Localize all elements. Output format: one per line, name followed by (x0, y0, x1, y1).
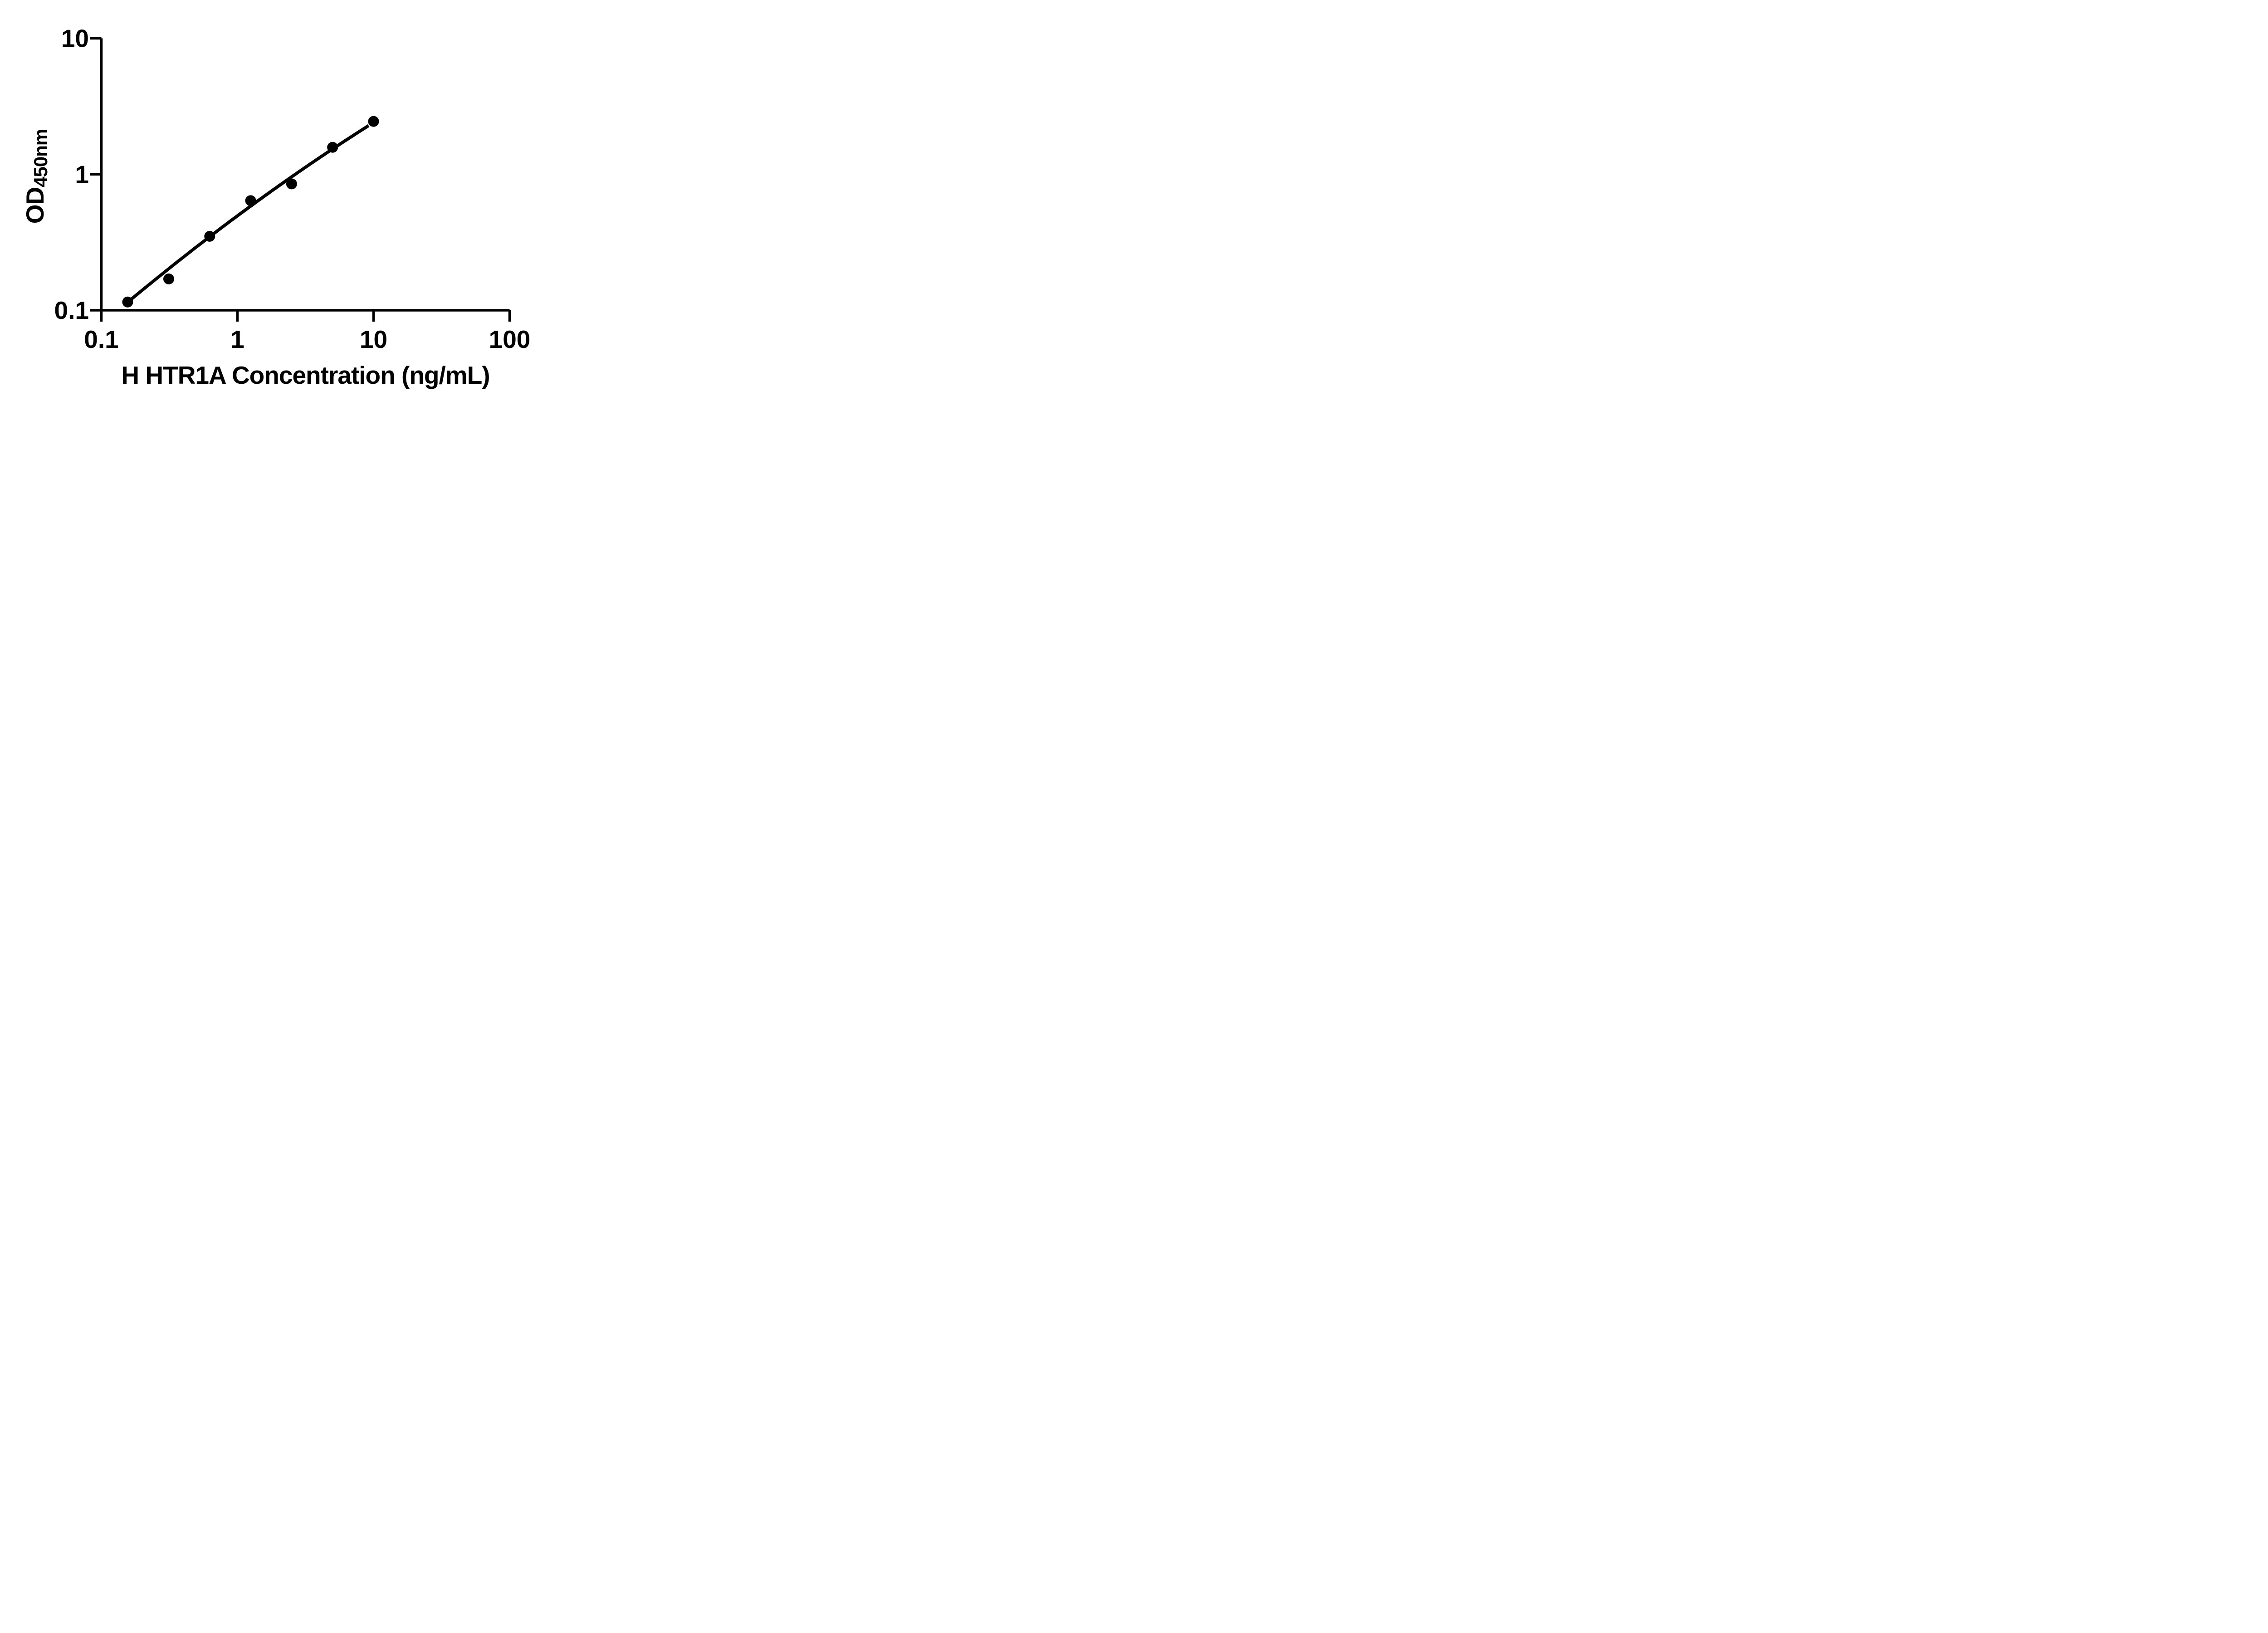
y-axis-title-subscript: 450nm (29, 129, 51, 187)
data-point (245, 195, 256, 206)
x-tick-label: 1 (230, 325, 244, 353)
x-tick-label: 0.1 (84, 325, 118, 353)
data-point (286, 178, 297, 190)
data-point (122, 296, 133, 308)
data-point (327, 142, 338, 153)
data-point (163, 273, 174, 284)
elisa-standard-curve-figure: 10 1 0.1 0.1 1 10 100 OD450nm H HTR1A Concentr… (0, 0, 572, 408)
y-tick-label: 10 (61, 24, 89, 53)
y-axis-title: OD450nm (20, 0, 51, 403)
x-tick-label: 10 (360, 325, 387, 353)
x-axis-title: H HTR1A Concentration (ng/mL) (121, 361, 490, 389)
data-point (368, 116, 379, 127)
x-tick-label: 100 (489, 325, 531, 353)
y-tick-label: 1 (75, 160, 89, 188)
y-tick-label: 0.1 (54, 296, 89, 324)
plot-area: 10 1 0.10.1 1 10 100 (54, 24, 531, 354)
data-point (204, 230, 215, 242)
axis-lines (100, 38, 510, 312)
y-axis-title-main: OD (21, 187, 49, 224)
